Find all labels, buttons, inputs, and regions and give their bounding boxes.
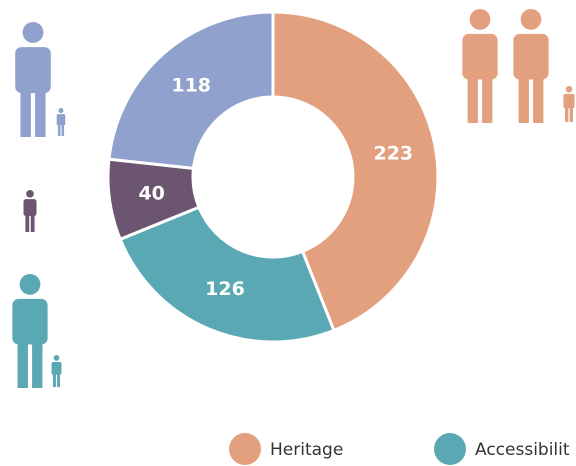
segment-label: 118 [171,74,211,96]
donut-segment [118,205,336,344]
legend-swatch [434,433,466,465]
person-icon [462,9,498,123]
person-icon [56,108,66,136]
donut-segment [107,10,275,170]
person-icon [15,22,51,137]
donut-segment [271,10,440,333]
legend-swatch [229,433,261,465]
person-icon [513,9,549,123]
segment-label: 40 [138,183,164,205]
person-icon [563,86,575,122]
person-icon [23,190,37,232]
legend-label: Accessibilit [475,440,570,460]
segment-label: 223 [373,142,413,164]
segment-label: 126 [205,278,245,300]
legend-label: Heritage [270,440,343,460]
person-icon [12,274,48,388]
person-icon [51,355,62,387]
